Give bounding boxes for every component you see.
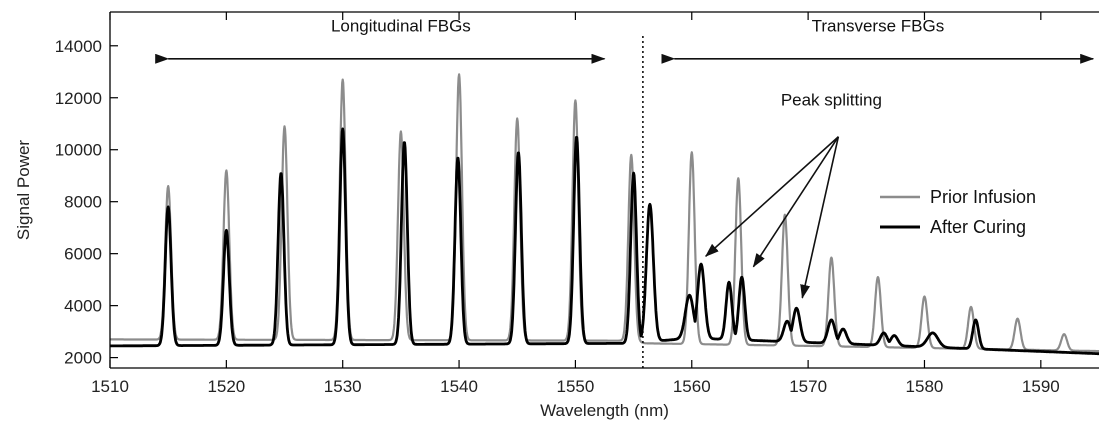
x-tick-label: 1570: [789, 377, 827, 396]
y-tick-label: 2000: [64, 349, 102, 368]
y-axis-title: Signal Power: [14, 140, 33, 241]
y-tick-label: 8000: [64, 193, 102, 212]
y-tick-label: 12000: [55, 89, 102, 108]
annotation-label: Transverse FBGs: [812, 16, 945, 35]
series-line-after-curing: [110, 127, 1099, 356]
x-tick-label: 1590: [1022, 377, 1060, 396]
x-tick-label: 1550: [556, 377, 594, 396]
x-tick-label: 1540: [440, 377, 478, 396]
legend: Prior Infusion After Curing: [880, 187, 1036, 237]
y-tick-label: 4000: [64, 297, 102, 316]
axes: 1510 1520 1530 1540 1550 1560 1570 1580 1590 2000…: [14, 11, 1099, 420]
plot-area: [110, 36, 1099, 368]
x-axis-title: Wavelength (nm): [540, 401, 669, 420]
annotations: Longitudinal FBGs Transverse FBGs Peak spl…: [155, 16, 1095, 299]
series-line-prior-infusion: [110, 73, 1099, 353]
x-tick-label: 1580: [906, 377, 944, 396]
y-tick-label: 14000: [55, 37, 102, 56]
x-tick-label: 1520: [207, 377, 245, 396]
x-tick-label: 1510: [91, 377, 129, 396]
annotation-label: Peak splitting: [781, 91, 882, 110]
peak-splitting-arrow: [800, 136, 840, 299]
legend-label: Prior Infusion: [930, 187, 1036, 207]
y-tick-label: 6000: [64, 245, 102, 264]
annotation-label: Longitudinal FBGs: [331, 16, 471, 35]
y-tick-label: 10000: [55, 141, 102, 160]
x-tick-label: 1560: [673, 377, 711, 396]
peak-splitting-arrow: [752, 136, 840, 268]
x-tick-label: 1530: [324, 377, 362, 396]
peak-splitting-arrow: [704, 136, 839, 257]
legend-label: After Curing: [930, 217, 1026, 237]
